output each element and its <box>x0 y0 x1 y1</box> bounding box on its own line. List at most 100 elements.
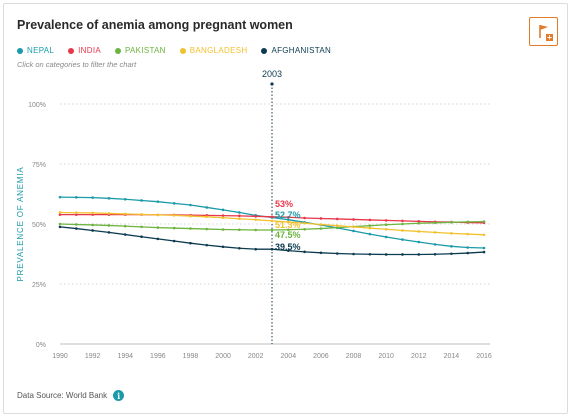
data-point-afghanistan <box>433 252 437 256</box>
data-point-bangladesh <box>352 225 355 229</box>
tooltip-pakistan: 47.5% <box>275 230 301 240</box>
data-point-afghanistan <box>303 250 306 254</box>
flag-button[interactable]: + <box>529 17 558 46</box>
data-point-india <box>384 219 388 222</box>
data-point-india <box>270 215 274 219</box>
y-tick-label: 25% <box>32 282 46 289</box>
data-point-india <box>75 213 78 216</box>
info-icon[interactable]: i <box>113 390 125 401</box>
legend-item-bangladesh[interactable]: BANGLADESH <box>179 46 248 55</box>
data-point-pakistan <box>319 227 323 230</box>
filter-hint: Click on categories to filter the chart <box>17 60 137 69</box>
y-tick-label: 100% <box>28 102 46 109</box>
data-point-afghanistan <box>368 252 372 256</box>
x-tick-label: 1996 <box>150 353 166 360</box>
data-point-nepal <box>287 218 290 221</box>
data-point-india <box>287 215 290 219</box>
data-point-afghanistan <box>238 246 241 250</box>
x-tick-label: 2004 <box>281 353 297 360</box>
data-point-nepal <box>205 206 209 209</box>
data-point-afghanistan <box>450 252 453 256</box>
data-point-afghanistan <box>417 253 421 256</box>
data-point-nepal <box>450 245 453 248</box>
data-point-afghanistan <box>352 252 355 256</box>
legend-item-afghanistan[interactable]: AFGHANISTAN <box>261 46 331 55</box>
legend-dot <box>17 47 23 54</box>
data-point-pakistan <box>466 220 469 224</box>
data-point-pakistan <box>205 227 209 231</box>
data-point-india <box>368 218 372 222</box>
data-point-bangladesh <box>205 215 209 219</box>
highlight-dot <box>270 82 274 86</box>
x-tick-label: 2012 <box>411 353 427 360</box>
data-point-pakistan <box>140 225 143 229</box>
data-point-afghanistan <box>91 229 94 232</box>
data-point-afghanistan <box>287 249 290 252</box>
data-point-bangladesh <box>221 216 225 220</box>
x-tick-label: 2016 <box>476 353 492 360</box>
data-point-india <box>352 218 355 221</box>
data-point-afghanistan <box>319 251 323 255</box>
data-point-bangladesh <box>417 230 421 233</box>
data-point-india <box>319 217 323 220</box>
y-axis-title: PREVALENCE OF ANEMIA <box>16 167 25 282</box>
data-point-bangladesh <box>123 212 127 216</box>
data-point-nepal <box>417 240 421 244</box>
data-point-nepal <box>58 195 62 199</box>
data-point-india <box>303 216 306 220</box>
data-point-pakistan <box>75 223 78 226</box>
flag-icon: + <box>539 25 553 42</box>
data-point-pakistan <box>156 226 160 229</box>
data-point-pakistan <box>172 226 176 230</box>
legend-item-nepal[interactable]: NEPAL <box>17 46 54 55</box>
data-point-india <box>401 219 404 223</box>
data-point-pakistan <box>303 227 306 231</box>
x-tick-label: 1994 <box>117 353 133 360</box>
data-point-pakistan <box>482 220 486 223</box>
legend-dot <box>261 47 268 54</box>
data-source: Data Source: World Bank i <box>17 390 125 401</box>
legend: NEPAL INDIA PAKISTAN BANGLADESH AFGHANISTAN <box>17 46 331 55</box>
data-point-india <box>417 220 421 223</box>
data-point-bangladesh <box>303 221 306 225</box>
data-point-pakistan <box>368 224 372 227</box>
data-point-afghanistan <box>156 237 160 241</box>
y-tick-label: 50% <box>32 222 46 229</box>
data-point-bangladesh <box>319 223 323 226</box>
data-point-bangladesh <box>287 220 290 224</box>
data-point-pakistan <box>287 228 290 232</box>
data-point-afghanistan <box>335 252 339 255</box>
tooltip-bangladesh: 51.3% <box>275 220 301 230</box>
data-point-pakistan <box>107 224 111 227</box>
tooltip-nepal: 52.7% <box>275 210 301 220</box>
data-point-pakistan <box>254 228 257 232</box>
data-point-bangladesh <box>401 229 404 232</box>
legend-item-india[interactable]: INDIA <box>68 46 101 55</box>
data-point-bangladesh <box>450 232 453 235</box>
data-point-bangladesh <box>368 226 372 230</box>
data-point-nepal <box>238 211 241 214</box>
y-tick-label: 0% <box>36 342 46 349</box>
data-point-bangladesh <box>58 211 62 214</box>
data-point-afghanistan <box>58 225 62 229</box>
data-point-india <box>254 215 257 218</box>
data-point-afghanistan <box>140 235 143 239</box>
x-tick-label: 1990 <box>52 353 68 360</box>
legend-dot <box>179 47 186 54</box>
data-point-afghanistan <box>107 231 111 234</box>
data-point-pakistan <box>417 221 421 225</box>
tooltip-india: 53% <box>275 199 293 209</box>
data-point-pakistan <box>238 228 241 232</box>
legend-item-pakistan[interactable]: PAKISTAN <box>114 46 166 55</box>
x-tick-label: 1992 <box>85 353 101 360</box>
x-tick-label: 2010 <box>378 353 394 360</box>
highlight-year-label: 2003 <box>262 69 282 79</box>
data-point-pakistan <box>189 227 192 230</box>
data-point-nepal <box>172 202 176 205</box>
data-point-nepal <box>75 196 78 199</box>
data-point-afghanistan <box>75 227 78 230</box>
data-point-nepal <box>466 246 469 249</box>
data-point-afghanistan <box>221 245 225 249</box>
data-point-nepal <box>221 208 225 212</box>
